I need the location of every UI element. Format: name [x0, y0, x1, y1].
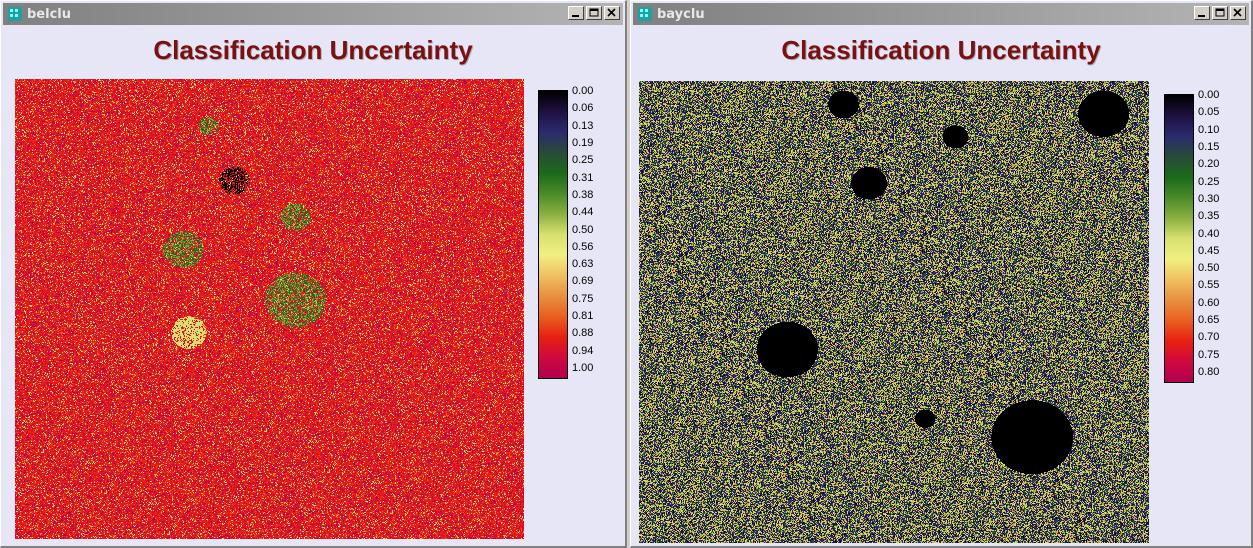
panel-title: Classification Uncertainty [781, 35, 1101, 65]
legend-labels: 0.00 0.05 0.10 0.15 0.20 0.25 0.30 0.35 0.40 0.45… [1198, 89, 1238, 389]
legend-label: 0.38 [572, 188, 594, 201]
legend-label: 0.45 [1198, 244, 1220, 257]
legend-label: 0.35 [1198, 210, 1220, 223]
legend-label: 0.15 [1198, 140, 1220, 153]
maximize-icon [589, 8, 599, 17]
legend-label: 0.00 [572, 85, 594, 97]
uncertainty-map[interactable] [15, 79, 524, 539]
legend-color-bar [538, 90, 568, 379]
legend-label: 0.13 [572, 119, 594, 132]
legend-label: 0.50 [1198, 262, 1220, 275]
legend-color-bar [1164, 94, 1194, 383]
close-button[interactable] [604, 6, 620, 20]
legend-label: 0.94 [572, 344, 594, 357]
legend-label: 0.10 [1198, 123, 1220, 136]
maximize-button[interactable] [586, 6, 602, 20]
legend-label: 0.63 [572, 258, 594, 271]
panel-title: Classification Uncertainty [153, 35, 473, 65]
close-icon [607, 8, 616, 17]
title-bar[interactable]: bayclu [633, 3, 1249, 25]
title-bar[interactable]: belclu [3, 3, 623, 25]
legend-label: 0.25 [1198, 175, 1220, 188]
bayclu-window[interactable]: bayclu Classification Uncertainty 0.00 0.… [630, 0, 1253, 548]
uncertainty-map[interactable] [639, 81, 1149, 543]
legend-label: 0.69 [572, 275, 594, 288]
belclu-window[interactable]: belclu Classification Uncertainty 0.00 0.… [0, 0, 627, 548]
legend-label: 0.65 [1198, 314, 1220, 327]
legend-label: 0.60 [1198, 296, 1220, 309]
legend-label: 0.05 [1198, 106, 1220, 119]
legend-label: 0.00 [1198, 89, 1220, 101]
legend-label: 0.30 [1198, 192, 1220, 205]
legend-label: 0.81 [572, 310, 594, 323]
legend-label: 0.56 [572, 240, 594, 253]
legend-label: 0.55 [1198, 279, 1220, 292]
legend-label: 0.31 [572, 171, 594, 184]
legend-label: 0.80 [1198, 366, 1220, 378]
app-icon [8, 7, 22, 21]
legend-label: 0.50 [572, 223, 594, 236]
app-icon [638, 7, 652, 21]
legend-label: 0.20 [1198, 158, 1220, 171]
legend-label: 0.25 [572, 154, 594, 167]
minimize-icon [1198, 15, 1205, 17]
minimize-icon [572, 15, 579, 17]
legend-label: 0.70 [1198, 331, 1220, 344]
legend-labels: 0.00 0.06 0.13 0.19 0.25 0.31 0.38 0.44 0.50 0.56… [572, 85, 612, 385]
legend-label: 0.44 [572, 206, 594, 219]
legend-label: 0.75 [572, 292, 594, 305]
legend-label: 1.00 [572, 362, 594, 374]
legend-label: 0.40 [1198, 227, 1220, 240]
legend-label: 0.06 [572, 102, 594, 115]
close-icon [1233, 8, 1242, 17]
minimize-button[interactable] [1194, 6, 1210, 20]
close-button[interactable] [1230, 6, 1246, 20]
window-title: bayclu [657, 6, 705, 22]
maximize-button[interactable] [1212, 6, 1228, 20]
maximize-icon [1215, 8, 1225, 17]
legend-label: 0.19 [572, 136, 594, 149]
legend-label: 0.75 [1198, 348, 1220, 361]
minimize-button[interactable] [568, 6, 584, 20]
legend-label: 0.88 [572, 327, 594, 340]
window-title: belclu [27, 6, 71, 22]
